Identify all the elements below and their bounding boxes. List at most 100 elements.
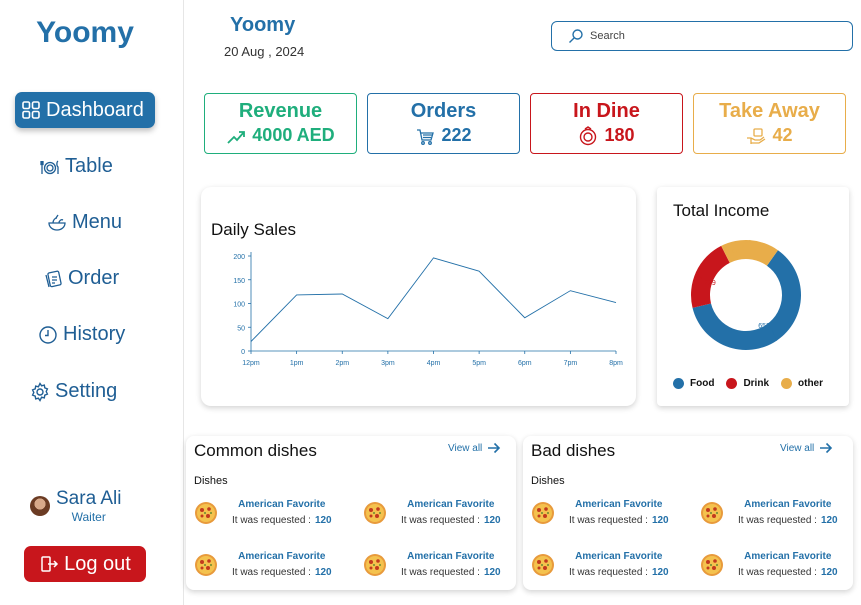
cart-icon: [417, 128, 435, 145]
legend-food: Food: [673, 378, 714, 389]
x-tick-label: 1pm: [290, 360, 304, 367]
dish-requested: It was requested :120: [401, 567, 501, 578]
dish-count: 120: [314, 567, 332, 578]
bad-dishes-view-all[interactable]: View all: [780, 442, 833, 454]
total-income-chart: 659 229 186: [691, 239, 801, 350]
arrow-right-icon: [820, 442, 833, 454]
dish-name: American Favorite: [407, 499, 495, 510]
search-bar[interactable]: [551, 21, 853, 51]
income-slice: [691, 245, 730, 308]
dish-item[interactable]: American Favorite It was requested :120: [531, 551, 691, 578]
view-all-label: View all: [780, 442, 815, 454]
daily-sales-chart: 0 50 100 150 200 12pm 1pm 2pm 3pm 4pm 5pm 6pm 7pm 8pm: [233, 252, 623, 367]
in-dine-value: 180: [604, 125, 635, 145]
dish-requested: It was requested :120: [738, 567, 838, 578]
sidebar-item-menu[interactable]: Menu: [47, 211, 122, 234]
daily-sales-panel: Daily Sales 0 50 100 150 200 12pm 1pm 2pm 3pm 4pm…: [201, 187, 636, 406]
dish-item[interactable]: American Favorite It was requested :120: [363, 499, 523, 526]
y-tick-label: 0: [241, 349, 245, 356]
common-dishes-subtitle: Dishes: [194, 475, 228, 487]
pizza-icon: [532, 553, 554, 576]
x-tick-label: 2pm: [335, 360, 349, 367]
dish-name: American Favorite: [744, 551, 832, 562]
y-tick-label: 150: [233, 278, 245, 285]
sidebar-item-label: Table: [65, 155, 113, 177]
gear-icon: [31, 381, 49, 402]
dish-item[interactable]: American Favorite It was requested :120: [700, 499, 860, 526]
total-income-panel: Total Income 659 229 186 Food Drink other: [657, 187, 849, 406]
dish-item[interactable]: American Favorite It was requested :120: [194, 551, 354, 578]
x-tick-label: 5pm: [472, 360, 486, 367]
dish-count: 120: [820, 515, 838, 526]
sidebar: Yoomy Dashboard Table Menu: [0, 0, 184, 605]
take-away-value: 42: [772, 125, 793, 145]
pizza-icon: [532, 501, 554, 524]
dish-requested: It was requested :120: [569, 567, 669, 578]
dish-count: 120: [820, 567, 838, 578]
sidebar-item-label: Order: [68, 267, 120, 289]
slice-leader: [741, 239, 751, 248]
income-slice: [721, 240, 778, 266]
slice-value-label: 186: [728, 248, 740, 255]
bad-dishes-subtitle: Dishes: [531, 475, 565, 487]
revenue-value: 4000 AED: [252, 125, 335, 145]
in-dine-card: In Dine 180: [530, 93, 683, 154]
y-tick-label: 50: [237, 325, 245, 332]
search-icon: [569, 29, 583, 43]
dish-item[interactable]: American Favorite It was requested :120: [194, 499, 354, 526]
dish-count: 120: [314, 515, 332, 526]
receipt-icon: [45, 270, 62, 287]
dish-item[interactable]: American Favorite It was requested :120: [363, 551, 523, 578]
logout-button[interactable]: Log out: [24, 546, 146, 582]
avatar: [30, 496, 50, 516]
clock-icon: [39, 325, 57, 344]
sidebar-item-label: Setting: [55, 380, 118, 402]
take-away-label: Take Away: [719, 100, 820, 122]
dish-requested: It was requested :120: [738, 515, 838, 526]
orders-card: Orders 222: [367, 93, 520, 154]
orders-value: 222: [441, 125, 472, 145]
sidebar-item-dashboard[interactable]: Dashboard: [15, 92, 155, 128]
sidebar-item-order[interactable]: Order: [43, 267, 119, 290]
dish-item[interactable]: American Favorite It was requested :120: [700, 551, 860, 578]
page-title: Yoomy: [230, 14, 296, 36]
dish-count: 120: [483, 567, 501, 578]
sidebar-item-history[interactable]: History: [38, 323, 125, 346]
income-legend: Food Drink other: [673, 378, 823, 389]
common-dishes-panel: Common dishes View all Dishes American F…: [186, 436, 516, 590]
revenue-label: Revenue: [238, 100, 323, 122]
orders-label: Orders: [410, 100, 477, 122]
daily-sales-title: Daily Sales: [211, 220, 297, 239]
revenue-card: Revenue 4000 AED: [204, 93, 357, 154]
take-away-card: Take Away 42: [693, 93, 846, 154]
dish-item[interactable]: American Favorite It was requested :120: [531, 499, 691, 526]
sidebar-item-label: History: [63, 323, 126, 345]
dish-requested: It was requested :120: [401, 515, 501, 526]
pizza-icon: [701, 501, 723, 524]
logout-icon: [41, 556, 59, 572]
x-tick-label: 8pm: [609, 360, 623, 367]
in-dine-label: In Dine: [573, 100, 640, 122]
sidebar-item-setting[interactable]: Setting: [30, 380, 117, 403]
dining-icon: [40, 159, 59, 174]
common-dishes-view-all[interactable]: View all: [448, 442, 501, 454]
pizza-icon: [364, 501, 386, 524]
dish-name: American Favorite: [238, 499, 326, 510]
dish-name: American Favorite: [238, 551, 326, 562]
common-dishes-title: Common dishes: [194, 441, 317, 460]
x-tick-label: 12pm: [242, 360, 260, 367]
user-profile[interactable]: Sara Ali Waiter: [30, 488, 121, 524]
dish-count: 120: [651, 515, 669, 526]
slice-leader: [695, 271, 703, 280]
x-tick-label: 3pm: [381, 360, 395, 367]
sidebar-item-table[interactable]: Table: [40, 155, 113, 178]
arrow-right-icon: [488, 442, 501, 454]
logout-label: Log out: [64, 552, 131, 575]
dish-name: American Favorite: [575, 499, 663, 510]
total-income-title: Total Income: [673, 201, 770, 220]
search-input[interactable]: [590, 30, 830, 42]
view-all-label: View all: [448, 442, 483, 454]
dish-requested: It was requested :120: [232, 515, 332, 526]
dish-name: American Favorite: [575, 551, 663, 562]
